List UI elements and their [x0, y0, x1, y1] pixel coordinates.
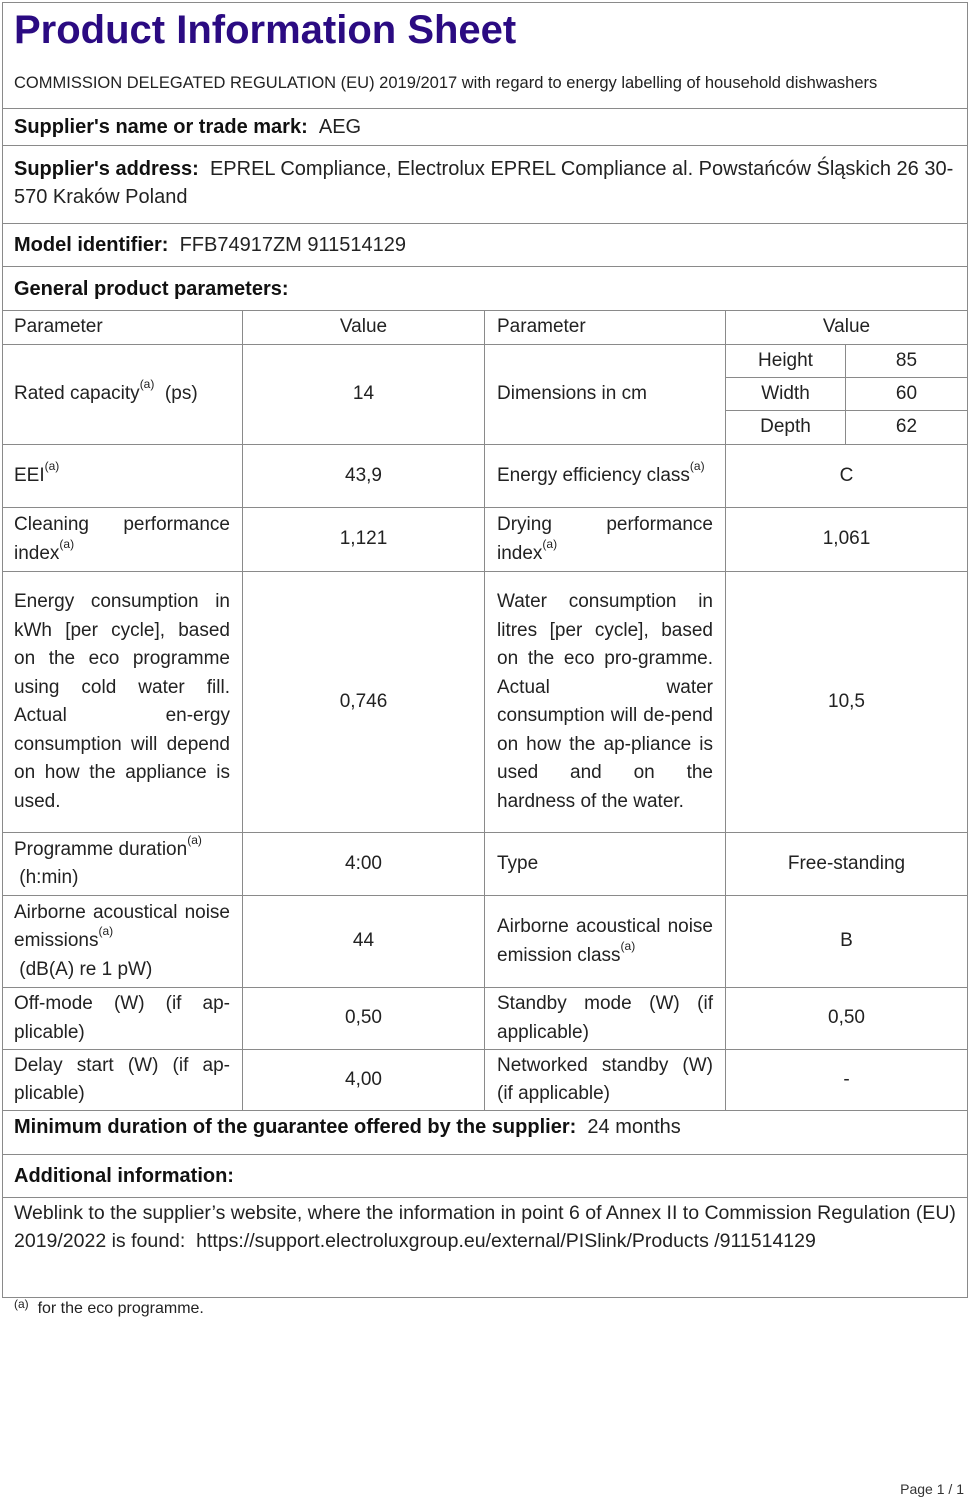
rated-capacity-value: 14: [243, 345, 485, 445]
general-label: General product parameters:: [14, 277, 289, 300]
width-value: 60: [846, 378, 968, 411]
noise-label: Airborne acoustical noise emissions(a) (…: [2, 896, 243, 988]
depth-label: Depth: [726, 411, 846, 445]
supplier-address-row: Supplier's address: EPREL Compliance, El…: [2, 146, 968, 224]
additional-row: Additional information:: [2, 1155, 968, 1198]
drying-value: 1,061: [726, 508, 968, 572]
cleaning-label: Cleaning performance index(a): [2, 508, 243, 572]
guarantee-row: Minimum duration of the guarantee offere…: [2, 1111, 968, 1155]
header-parameter-1: Parameter: [2, 311, 243, 345]
standby-value: 0,50: [726, 988, 968, 1050]
eei-value: 43,9: [243, 445, 485, 508]
water-consumption-value: 10,5: [726, 572, 968, 833]
supplier-address-value: EPREL Compliance, Electrolux EPREL Compl…: [14, 158, 954, 208]
title-block: [2, 2, 968, 109]
delay-start-value: 4,00: [243, 1050, 485, 1111]
dimensions-label: Dimensions in cm: [485, 345, 726, 445]
depth-value: 62: [846, 411, 968, 445]
energy-class-label: Energy efficiency class(a): [485, 445, 726, 508]
off-mode-value: 0,50: [243, 988, 485, 1050]
water-consumption-label: Water consumption in litres [per cycle],…: [485, 572, 726, 833]
model-row: Model identifier: FFB74917ZM 911514129: [2, 224, 968, 267]
networked-standby-label: Networked standby (W) (if applicable): [485, 1050, 726, 1111]
energy-consumption-value: 0,746: [243, 572, 485, 833]
type-value: Free-standing: [726, 833, 968, 896]
model-label: Model identifier:: [14, 234, 169, 256]
noise-value: 44: [243, 896, 485, 988]
weblink-url[interactable]: https://support.electroluxgroup.eu/exter…: [196, 1230, 816, 1252]
energy-consumption-label: Energy consumption in kWh [per cycle], b…: [2, 572, 243, 833]
header-parameter-2: Parameter: [485, 311, 726, 345]
header-value-1: Value: [243, 311, 485, 345]
supplier-name-row: Supplier's name or trade mark: AEG: [2, 109, 968, 146]
cleaning-value: 1,121: [243, 508, 485, 572]
page-number: Page 1 / 1: [900, 1481, 964, 1497]
standby-label: Standby mode (W) (if applicable): [485, 988, 726, 1050]
networked-standby-value: -: [726, 1050, 968, 1111]
delay-start-label: Delay start (W) (if ap-plicable): [2, 1050, 243, 1111]
eei-label: EEI(a): [2, 445, 243, 508]
footnote: (a) for the eco programme.: [14, 1297, 204, 1317]
supplier-name-label: Supplier's name or trade mark:: [14, 116, 308, 138]
supplier-name-value: AEG: [318, 116, 362, 138]
supplier-address-label: Supplier's address:: [14, 158, 199, 180]
height-label: Height: [726, 345, 846, 378]
width-label: Width: [726, 378, 846, 411]
programme-duration-value: 4:00: [243, 833, 485, 896]
energy-class-value: C: [726, 445, 968, 508]
page-title: Product Information Sheet: [14, 8, 517, 52]
guarantee-label: Minimum duration of the guarantee offere…: [14, 1116, 577, 1138]
additional-label: Additional information:: [14, 1165, 234, 1187]
guarantee-value: 24 months: [587, 1116, 681, 1138]
model-value: FFB74917ZM 911514129: [179, 234, 407, 256]
type-label: Type: [485, 833, 726, 896]
programme-duration-label: Programme duration(a) (h:min): [2, 833, 243, 896]
noise-class-value: B: [726, 896, 968, 988]
height-value: 85: [846, 345, 968, 378]
regulation-subtitle: COMMISSION DELEGATED REGULATION (EU) 201…: [14, 74, 878, 92]
header-value-2: Value: [726, 311, 968, 345]
rated-capacity-label: Rated capacity(a) (ps): [2, 345, 243, 445]
noise-class-label: Airborne acoustical noise emission class…: [485, 896, 726, 988]
off-mode-label: Off-mode (W) (if ap-plicable): [2, 988, 243, 1050]
weblink-row: Weblink to the supplier’s website, where…: [2, 1198, 968, 1298]
general-row: General product parameters:: [2, 267, 968, 311]
drying-label: Drying performance index(a): [485, 508, 726, 572]
weblink-text: Weblink to the supplier’s website, where…: [14, 1202, 956, 1252]
